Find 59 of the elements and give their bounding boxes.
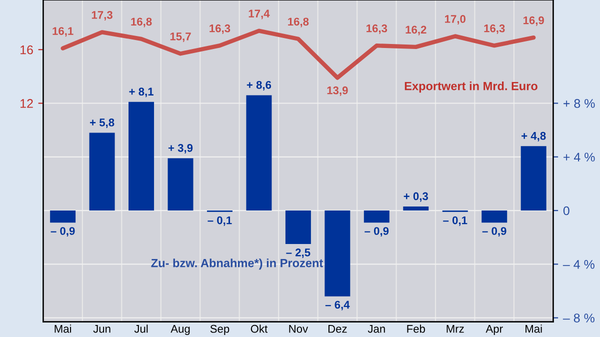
data-label: 17,4	[248, 10, 270, 20]
data-label: 16,3	[484, 24, 505, 34]
bar	[324, 210, 350, 296]
y2-tick-label: – 8 %	[562, 314, 594, 322]
x-tick-label: Okt	[250, 324, 268, 333]
data-label: 17,0	[445, 15, 466, 25]
bar	[50, 210, 76, 223]
data-label: 16,2	[406, 26, 426, 36]
x-tick-label: Jul	[134, 324, 148, 333]
data-label: + 8,6	[246, 80, 272, 90]
bar	[364, 210, 390, 223]
bar	[403, 206, 429, 211]
data-label: 16,8	[131, 18, 152, 28]
x-tick-label: Mrz	[446, 325, 464, 333]
data-label: – 0,9	[50, 227, 75, 237]
y-tick-label: 12	[20, 99, 33, 108]
annotation: Zu- bzw. Abnahme*) in Prozent	[151, 258, 323, 270]
x-tick-label: Aug	[170, 325, 190, 335]
x-tick-label: Apr	[486, 325, 503, 335]
x-tick-label: Jan	[368, 325, 385, 333]
data-label: – 0,9	[482, 227, 506, 237]
data-label: 16,9	[523, 16, 544, 26]
data-label: 15,7	[170, 32, 191, 42]
y2-tick-label: + 4 %	[564, 152, 595, 162]
y2-tick-label: – 4 %	[562, 260, 594, 269]
data-label: 17,3	[92, 11, 112, 20]
data-label: – 2,5	[286, 248, 310, 258]
data-label: + 5,8	[90, 118, 114, 128]
data-label: 13,9	[327, 86, 348, 96]
bar	[482, 210, 508, 223]
data-label: + 3,9	[168, 144, 193, 154]
x-tick-label: Nov	[289, 325, 308, 333]
y2-tick-label: + 8 %	[564, 99, 595, 108]
x-tick-label: Feb	[407, 324, 425, 333]
x-tick-label: Mai	[54, 324, 72, 333]
bar	[285, 210, 311, 244]
x-tick-label: Mai	[526, 324, 542, 333]
data-label: 16,8	[288, 18, 309, 28]
annotation: Exportwert in Mrd. Euro	[404, 82, 538, 93]
data-label: – 0,9	[364, 227, 389, 237]
y-tick-label: 16	[20, 45, 33, 54]
bar	[520, 146, 546, 211]
x-tick-label: Sep	[210, 324, 230, 335]
bar	[246, 95, 272, 211]
x-tick-label: Jun	[93, 325, 110, 333]
data-label: + 8,1	[129, 88, 154, 98]
data-label: – 0,1	[208, 216, 232, 226]
data-label: 16,3	[366, 24, 388, 34]
data-label: + 0,3	[404, 192, 428, 202]
data-label: – 0,1	[443, 216, 468, 226]
bar	[128, 102, 154, 211]
x-tick-label: Dez	[328, 325, 347, 333]
y2-tick-label: 0	[563, 206, 570, 216]
data-label: 16,1	[52, 27, 74, 37]
data-label: 16,3	[210, 24, 230, 34]
data-label: – 6,4	[325, 300, 350, 310]
data-label: + 4,8	[522, 132, 546, 142]
bar	[168, 158, 194, 211]
bar	[89, 132, 115, 211]
